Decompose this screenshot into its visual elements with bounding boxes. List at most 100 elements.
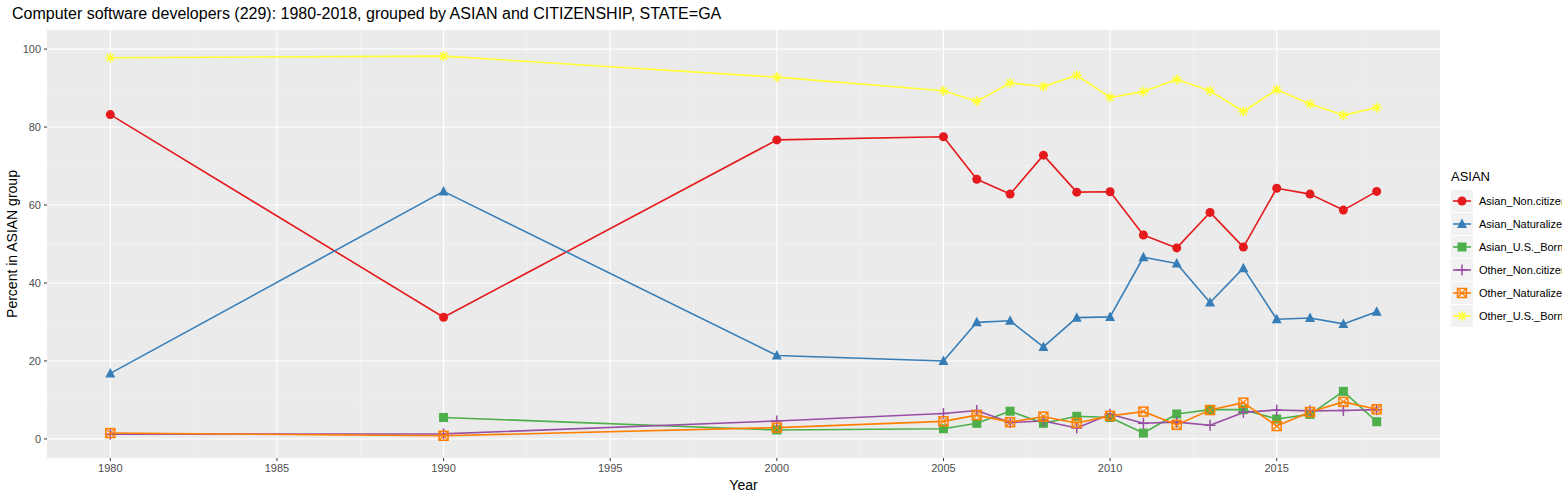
- marker-part: [1039, 412, 1048, 421]
- grid-line: [443, 30, 444, 458]
- marker-part: [940, 87, 947, 94]
- marker-part: [1372, 187, 1381, 196]
- data-point: [1205, 420, 1216, 431]
- data-point: [1205, 297, 1215, 307]
- marker-part: [105, 368, 115, 378]
- marker-part: [1459, 313, 1466, 320]
- marker-part: [1173, 76, 1180, 83]
- data-point: [1038, 82, 1048, 92]
- grid-line: [110, 30, 111, 458]
- marker-part: [1072, 418, 1081, 427]
- minor-grid: [47, 166, 1440, 167]
- marker-part: [1307, 101, 1314, 108]
- data-point: [1372, 187, 1381, 196]
- data-point: [1272, 422, 1281, 431]
- minor-grid: [526, 30, 527, 458]
- marker-part: [1339, 387, 1348, 396]
- tick-mark: [110, 458, 111, 461]
- marker-part: [1106, 187, 1115, 196]
- data-point: [1272, 314, 1282, 324]
- marker-part: [772, 135, 781, 144]
- marker-part: [972, 411, 981, 420]
- marker-part: [940, 87, 947, 94]
- marker-part: [1173, 76, 1180, 83]
- marker-part: [1140, 88, 1147, 95]
- y-tick-label: 0: [35, 433, 41, 445]
- marker-part: [439, 413, 448, 422]
- marker-part: [1307, 101, 1314, 108]
- data-point: [1371, 404, 1382, 415]
- y-tick-label: 40: [29, 277, 41, 289]
- marker-part: [772, 423, 781, 432]
- marker-part: [1340, 112, 1347, 119]
- marker-part: [939, 417, 948, 426]
- marker-part: [939, 417, 948, 426]
- marker-part: [1239, 243, 1248, 252]
- data-point: [1272, 85, 1282, 95]
- marker-part: [1172, 258, 1182, 268]
- data-point: [1105, 409, 1116, 420]
- data-point: [1106, 187, 1115, 196]
- data-point: [1105, 92, 1115, 102]
- data-point: [938, 355, 948, 365]
- tick-mark: [44, 360, 47, 361]
- legend-label: Asian_U.S._Born: [1479, 241, 1562, 253]
- marker-part: [1109, 409, 1111, 420]
- legend-title: ASIAN: [1451, 169, 1490, 184]
- marker-part: [1338, 318, 1348, 328]
- plot-panel: [47, 30, 1440, 458]
- marker-part: [1040, 83, 1047, 90]
- plot-area: [105, 51, 1382, 440]
- tick-mark: [44, 205, 47, 206]
- marker-part: [1306, 408, 1315, 417]
- minor-grid: [47, 88, 1440, 89]
- marker-part: [1276, 405, 1278, 416]
- marker-part: [1106, 411, 1115, 420]
- minor-grid: [1360, 30, 1361, 458]
- marker-part: [1272, 314, 1282, 324]
- data-point: [1039, 151, 1048, 160]
- marker-part: [1205, 297, 1215, 307]
- x-tick-label: 2005: [931, 462, 955, 474]
- marker-part: [1006, 418, 1015, 427]
- series-line: [110, 191, 1376, 373]
- marker-part: [1207, 87, 1214, 94]
- marker-part: [939, 417, 948, 426]
- data-point: [1372, 103, 1382, 113]
- marker-part: [972, 175, 981, 184]
- marker-part: [106, 429, 115, 438]
- marker-part: [1072, 418, 1081, 427]
- series-line: [110, 402, 1376, 436]
- x-tick-label: 2010: [1098, 462, 1122, 474]
- data-point: [1206, 406, 1215, 415]
- legend-label: Other_Non.citizen: [1479, 264, 1562, 276]
- data-point: [1372, 417, 1381, 426]
- background: [0, 0, 1562, 500]
- grid-line: [47, 204, 1440, 205]
- tick-mark: [776, 458, 777, 461]
- data-point: [1172, 243, 1181, 252]
- marker-part: [773, 74, 780, 81]
- marker-part: [107, 54, 114, 61]
- marker-part: [772, 350, 782, 360]
- y-tick-label: 60: [29, 199, 41, 211]
- marker-part: [106, 429, 115, 438]
- tick-mark: [1110, 458, 1111, 461]
- marker-part: [1007, 80, 1014, 87]
- marker-part: [1461, 265, 1463, 276]
- data-point: [972, 317, 982, 327]
- legend-marker: [1458, 289, 1467, 298]
- marker-part: [1272, 184, 1281, 193]
- x-axis-label: Year: [729, 477, 758, 493]
- marker-part: [1072, 188, 1081, 197]
- data-point: [1306, 190, 1315, 199]
- legend-key: [1451, 259, 1473, 281]
- data-point: [1339, 387, 1348, 396]
- data-point: [1138, 87, 1148, 97]
- minor-grid: [360, 30, 361, 458]
- marker-part: [1239, 398, 1248, 407]
- marker-part: [106, 110, 115, 119]
- grid-line: [610, 30, 611, 458]
- data-point: [106, 429, 115, 438]
- minor-grid: [47, 399, 1440, 400]
